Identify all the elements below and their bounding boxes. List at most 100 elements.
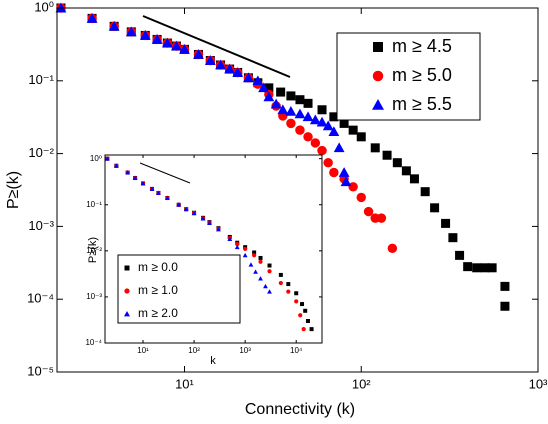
marker-triangle — [258, 276, 263, 281]
marker-triangle — [253, 269, 258, 274]
legend-box — [336, 32, 481, 121]
marker-square — [401, 166, 411, 176]
legend-label: m ≥ 5.5 — [392, 94, 452, 114]
marker-circle — [243, 246, 248, 252]
marker-triangle — [104, 156, 110, 161]
marker-square — [252, 250, 257, 255]
marker-circle — [301, 327, 306, 332]
marker-square — [441, 218, 451, 228]
marker-triangle — [55, 2, 67, 13]
y-tick-label: 10⁻⁴ — [85, 338, 102, 347]
legend-label: m ≥ 1.0 — [138, 283, 178, 297]
marker-square — [487, 263, 497, 273]
marker-triangle — [164, 195, 170, 200]
marker-circle — [267, 269, 272, 274]
marker-triangle — [161, 37, 173, 48]
marker-square — [500, 301, 510, 311]
x-tick-label: 10² — [188, 346, 200, 355]
marker-triangle — [258, 82, 269, 93]
inset-plot: 10¹ 10² 10³ 10⁴ 10⁻⁴ 10⁻³ 10⁻² 10⁻¹ 10⁰ k P≥(k) m ≥… — [85, 154, 323, 367]
marker-square — [500, 281, 510, 291]
marker-triangle — [248, 262, 254, 267]
marker-triangle — [215, 59, 226, 70]
x-axis-label: k — [210, 355, 216, 367]
x-tick-label: 10³ — [529, 376, 548, 391]
series-group — [104, 156, 314, 332]
marker-triangle — [309, 114, 321, 125]
marker-square — [286, 282, 291, 287]
marker-square — [480, 263, 490, 273]
marker-triangle — [285, 105, 297, 116]
marker-square — [300, 302, 305, 307]
x-tick-label: 10¹ — [175, 376, 194, 391]
marker-square — [356, 132, 366, 142]
reference-line — [142, 15, 291, 78]
marker-square — [339, 118, 349, 128]
y-tick-label: 10⁰ — [34, 0, 54, 14]
marker-triangle — [242, 252, 248, 258]
marker-circle — [124, 288, 130, 294]
marker-circle — [323, 157, 333, 168]
marker-square — [455, 250, 465, 260]
marker-circle — [317, 145, 327, 156]
marker-triangle — [277, 104, 289, 115]
marker-circle — [363, 206, 374, 217]
legend-label: m ≥ 2.0 — [138, 306, 178, 320]
marker-triangle — [193, 49, 204, 59]
marker-triangle — [322, 120, 334, 131]
marker-triangle — [216, 227, 221, 232]
y-tick-label: 10⁻⁴ — [27, 291, 54, 306]
marker-triangle — [139, 30, 151, 40]
marker-square — [382, 150, 392, 160]
marker-square — [472, 263, 482, 273]
marker-square — [258, 255, 263, 260]
marker-triangle — [108, 20, 120, 31]
marker-circle — [376, 213, 387, 223]
marker-circle — [298, 313, 303, 318]
marker-triangle — [263, 91, 275, 102]
marker-square — [294, 291, 299, 296]
marker-circle — [286, 289, 291, 294]
marker-square — [420, 187, 430, 197]
x-axis-label: Connectivity (k) — [245, 401, 355, 418]
marker-triangle — [179, 43, 190, 54]
y-tick-label: 10⁻⁵ — [27, 363, 54, 378]
marker-square — [305, 319, 310, 324]
y-tick-label: 10⁻² — [28, 145, 54, 160]
marker-circle — [258, 259, 263, 264]
marker-triangle — [124, 311, 130, 317]
marker-circle — [278, 280, 283, 286]
marker-triangle — [155, 190, 161, 195]
marker-triangle — [243, 72, 254, 83]
marker-triangle — [302, 111, 314, 122]
y-tick-label: 10⁰ — [90, 154, 102, 163]
legend-label: m ≥ 4.5 — [392, 36, 452, 56]
legend-label: m ≥ 5.0 — [392, 65, 452, 85]
marker-triangle — [234, 244, 240, 250]
marker-triangle — [204, 55, 216, 65]
marker-square — [278, 272, 283, 277]
marker-triangle — [200, 216, 206, 221]
marker-circle — [310, 138, 321, 148]
marker-square — [348, 125, 358, 135]
marker-square — [276, 87, 286, 97]
marker-square — [329, 112, 339, 122]
x-tick-label: 10² — [352, 376, 371, 391]
marker-square — [267, 263, 272, 268]
marker-triangle — [263, 283, 268, 289]
marker-circle — [372, 70, 384, 82]
marker-square — [124, 265, 130, 271]
y-tick-label: 10⁻² — [86, 246, 102, 255]
plot-frame — [104, 154, 323, 344]
marker-triangle — [207, 220, 212, 225]
marker-triangle — [151, 34, 163, 44]
marker-circle — [356, 192, 366, 203]
marker-triangle — [294, 108, 306, 119]
marker-triangle — [340, 176, 352, 187]
marker-triangle — [149, 186, 155, 191]
marker-circle — [329, 167, 339, 178]
marker-triangle — [267, 289, 272, 294]
x-tick-label: 10⁴ — [290, 346, 303, 355]
inset-reference-line — [139, 162, 191, 184]
